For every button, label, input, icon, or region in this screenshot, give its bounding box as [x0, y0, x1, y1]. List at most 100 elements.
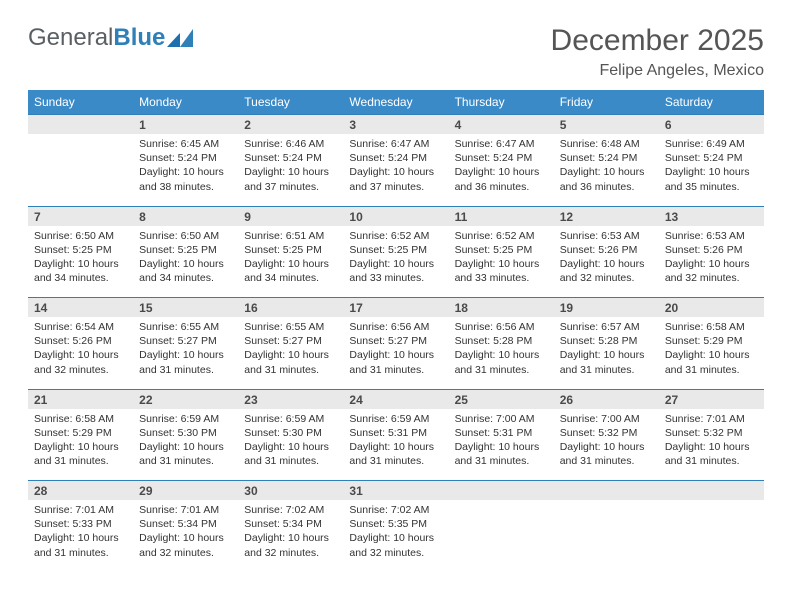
sunset-text: Sunset: 5:24 PM [560, 151, 653, 165]
date-cell: 5 [554, 115, 659, 135]
daylight-text: Daylight: 10 hours and 31 minutes. [349, 440, 442, 468]
day-content: Sunrise: 7:01 AMSunset: 5:34 PMDaylight:… [133, 500, 238, 572]
sunrise-text: Sunrise: 7:01 AM [665, 412, 758, 426]
sunset-text: Sunset: 5:27 PM [244, 334, 337, 348]
date-cell: 31 [343, 481, 448, 501]
daylight-text: Daylight: 10 hours and 31 minutes. [139, 440, 232, 468]
day-content: Sunrise: 7:00 AMSunset: 5:31 PMDaylight:… [449, 409, 554, 481]
sunrise-text: Sunrise: 6:48 AM [560, 137, 653, 151]
sunset-text: Sunset: 5:27 PM [139, 334, 232, 348]
day-content [659, 500, 764, 572]
daylight-text: Daylight: 10 hours and 31 minutes. [34, 440, 127, 468]
day-content: Sunrise: 7:02 AMSunset: 5:34 PMDaylight:… [238, 500, 343, 572]
date-cell: 8 [133, 206, 238, 226]
sunset-text: Sunset: 5:24 PM [349, 151, 442, 165]
daylight-text: Daylight: 10 hours and 31 minutes. [349, 348, 442, 376]
sunset-text: Sunset: 5:32 PM [560, 426, 653, 440]
sunrise-text: Sunrise: 6:58 AM [34, 412, 127, 426]
day-content: Sunrise: 6:57 AMSunset: 5:28 PMDaylight:… [554, 317, 659, 389]
day-content: Sunrise: 6:53 AMSunset: 5:26 PMDaylight:… [659, 226, 764, 298]
sunset-text: Sunset: 5:25 PM [349, 243, 442, 257]
daylight-text: Daylight: 10 hours and 31 minutes. [139, 348, 232, 376]
sunset-text: Sunset: 5:30 PM [139, 426, 232, 440]
date-cell: 19 [554, 298, 659, 318]
sunset-text: Sunset: 5:26 PM [665, 243, 758, 257]
sunrise-text: Sunrise: 6:50 AM [139, 229, 232, 243]
logo-text-2: Blue [113, 24, 165, 52]
date-cell: 16 [238, 298, 343, 318]
content-row: Sunrise: 6:45 AMSunset: 5:24 PMDaylight:… [28, 134, 764, 206]
calendar-body: 123456Sunrise: 6:45 AMSunset: 5:24 PMDay… [28, 115, 764, 573]
sunset-text: Sunset: 5:25 PM [455, 243, 548, 257]
sunrise-text: Sunrise: 6:52 AM [455, 229, 548, 243]
content-row: Sunrise: 6:50 AMSunset: 5:25 PMDaylight:… [28, 226, 764, 298]
content-row: Sunrise: 6:58 AMSunset: 5:29 PMDaylight:… [28, 409, 764, 481]
daylight-text: Daylight: 10 hours and 31 minutes. [665, 348, 758, 376]
sunset-text: Sunset: 5:27 PM [349, 334, 442, 348]
calendar-table: Sunday Monday Tuesday Wednesday Thursday… [28, 90, 764, 572]
daylight-text: Daylight: 10 hours and 33 minutes. [455, 257, 548, 285]
day-header: Sunday [28, 90, 133, 115]
day-content: Sunrise: 7:00 AMSunset: 5:32 PMDaylight:… [554, 409, 659, 481]
daylight-text: Daylight: 10 hours and 31 minutes. [560, 348, 653, 376]
sunset-text: Sunset: 5:35 PM [349, 517, 442, 531]
day-content: Sunrise: 6:58 AMSunset: 5:29 PMDaylight:… [28, 409, 133, 481]
day-header: Wednesday [343, 90, 448, 115]
page-subtitle: Felipe Angeles, Mexico [551, 62, 764, 80]
sunset-text: Sunset: 5:24 PM [139, 151, 232, 165]
date-cell: 17 [343, 298, 448, 318]
sunrise-text: Sunrise: 6:59 AM [349, 412, 442, 426]
sunrise-text: Sunrise: 7:00 AM [560, 412, 653, 426]
daylight-text: Daylight: 10 hours and 37 minutes. [349, 165, 442, 193]
day-content: Sunrise: 6:55 AMSunset: 5:27 PMDaylight:… [238, 317, 343, 389]
date-cell: 25 [449, 389, 554, 409]
daylight-text: Daylight: 10 hours and 31 minutes. [244, 440, 337, 468]
day-content: Sunrise: 6:56 AMSunset: 5:27 PMDaylight:… [343, 317, 448, 389]
sunset-text: Sunset: 5:31 PM [455, 426, 548, 440]
sunset-text: Sunset: 5:28 PM [560, 334, 653, 348]
day-content: Sunrise: 6:53 AMSunset: 5:26 PMDaylight:… [554, 226, 659, 298]
sunrise-text: Sunrise: 6:47 AM [455, 137, 548, 151]
daylight-text: Daylight: 10 hours and 31 minutes. [455, 348, 548, 376]
date-cell [449, 481, 554, 501]
day-header: Friday [554, 90, 659, 115]
sunrise-text: Sunrise: 6:57 AM [560, 320, 653, 334]
day-content: Sunrise: 6:56 AMSunset: 5:28 PMDaylight:… [449, 317, 554, 389]
sunset-text: Sunset: 5:26 PM [560, 243, 653, 257]
day-content: Sunrise: 6:46 AMSunset: 5:24 PMDaylight:… [238, 134, 343, 206]
date-cell: 3 [343, 115, 448, 135]
logo-text-1: General [28, 24, 113, 52]
sunrise-text: Sunrise: 6:59 AM [244, 412, 337, 426]
sunrise-text: Sunrise: 6:54 AM [34, 320, 127, 334]
sunset-text: Sunset: 5:34 PM [139, 517, 232, 531]
date-cell: 13 [659, 206, 764, 226]
daylight-text: Daylight: 10 hours and 31 minutes. [560, 440, 653, 468]
day-content: Sunrise: 6:49 AMSunset: 5:24 PMDaylight:… [659, 134, 764, 206]
daylight-text: Daylight: 10 hours and 38 minutes. [139, 165, 232, 193]
sunrise-text: Sunrise: 7:00 AM [455, 412, 548, 426]
sunrise-text: Sunrise: 6:55 AM [244, 320, 337, 334]
sunrise-text: Sunrise: 6:59 AM [139, 412, 232, 426]
sunrise-text: Sunrise: 6:53 AM [560, 229, 653, 243]
date-cell: 29 [133, 481, 238, 501]
sunset-text: Sunset: 5:26 PM [34, 334, 127, 348]
daylight-text: Daylight: 10 hours and 32 minutes. [139, 531, 232, 559]
sunrise-text: Sunrise: 7:02 AM [349, 503, 442, 517]
sunset-text: Sunset: 5:24 PM [455, 151, 548, 165]
day-content: Sunrise: 6:52 AMSunset: 5:25 PMDaylight:… [449, 226, 554, 298]
date-cell: 15 [133, 298, 238, 318]
day-header: Tuesday [238, 90, 343, 115]
day-content: Sunrise: 6:50 AMSunset: 5:25 PMDaylight:… [133, 226, 238, 298]
date-row: 28293031 [28, 481, 764, 501]
daylight-text: Daylight: 10 hours and 31 minutes. [455, 440, 548, 468]
date-cell: 4 [449, 115, 554, 135]
day-header: Monday [133, 90, 238, 115]
date-cell: 27 [659, 389, 764, 409]
header: GeneralBlue December 2025 Felipe Angeles… [28, 24, 764, 80]
day-content: Sunrise: 6:54 AMSunset: 5:26 PMDaylight:… [28, 317, 133, 389]
date-cell: 6 [659, 115, 764, 135]
daylight-text: Daylight: 10 hours and 37 minutes. [244, 165, 337, 193]
day-content: Sunrise: 7:01 AMSunset: 5:33 PMDaylight:… [28, 500, 133, 572]
daylight-text: Daylight: 10 hours and 33 minutes. [349, 257, 442, 285]
title-block: December 2025 Felipe Angeles, Mexico [551, 24, 764, 80]
